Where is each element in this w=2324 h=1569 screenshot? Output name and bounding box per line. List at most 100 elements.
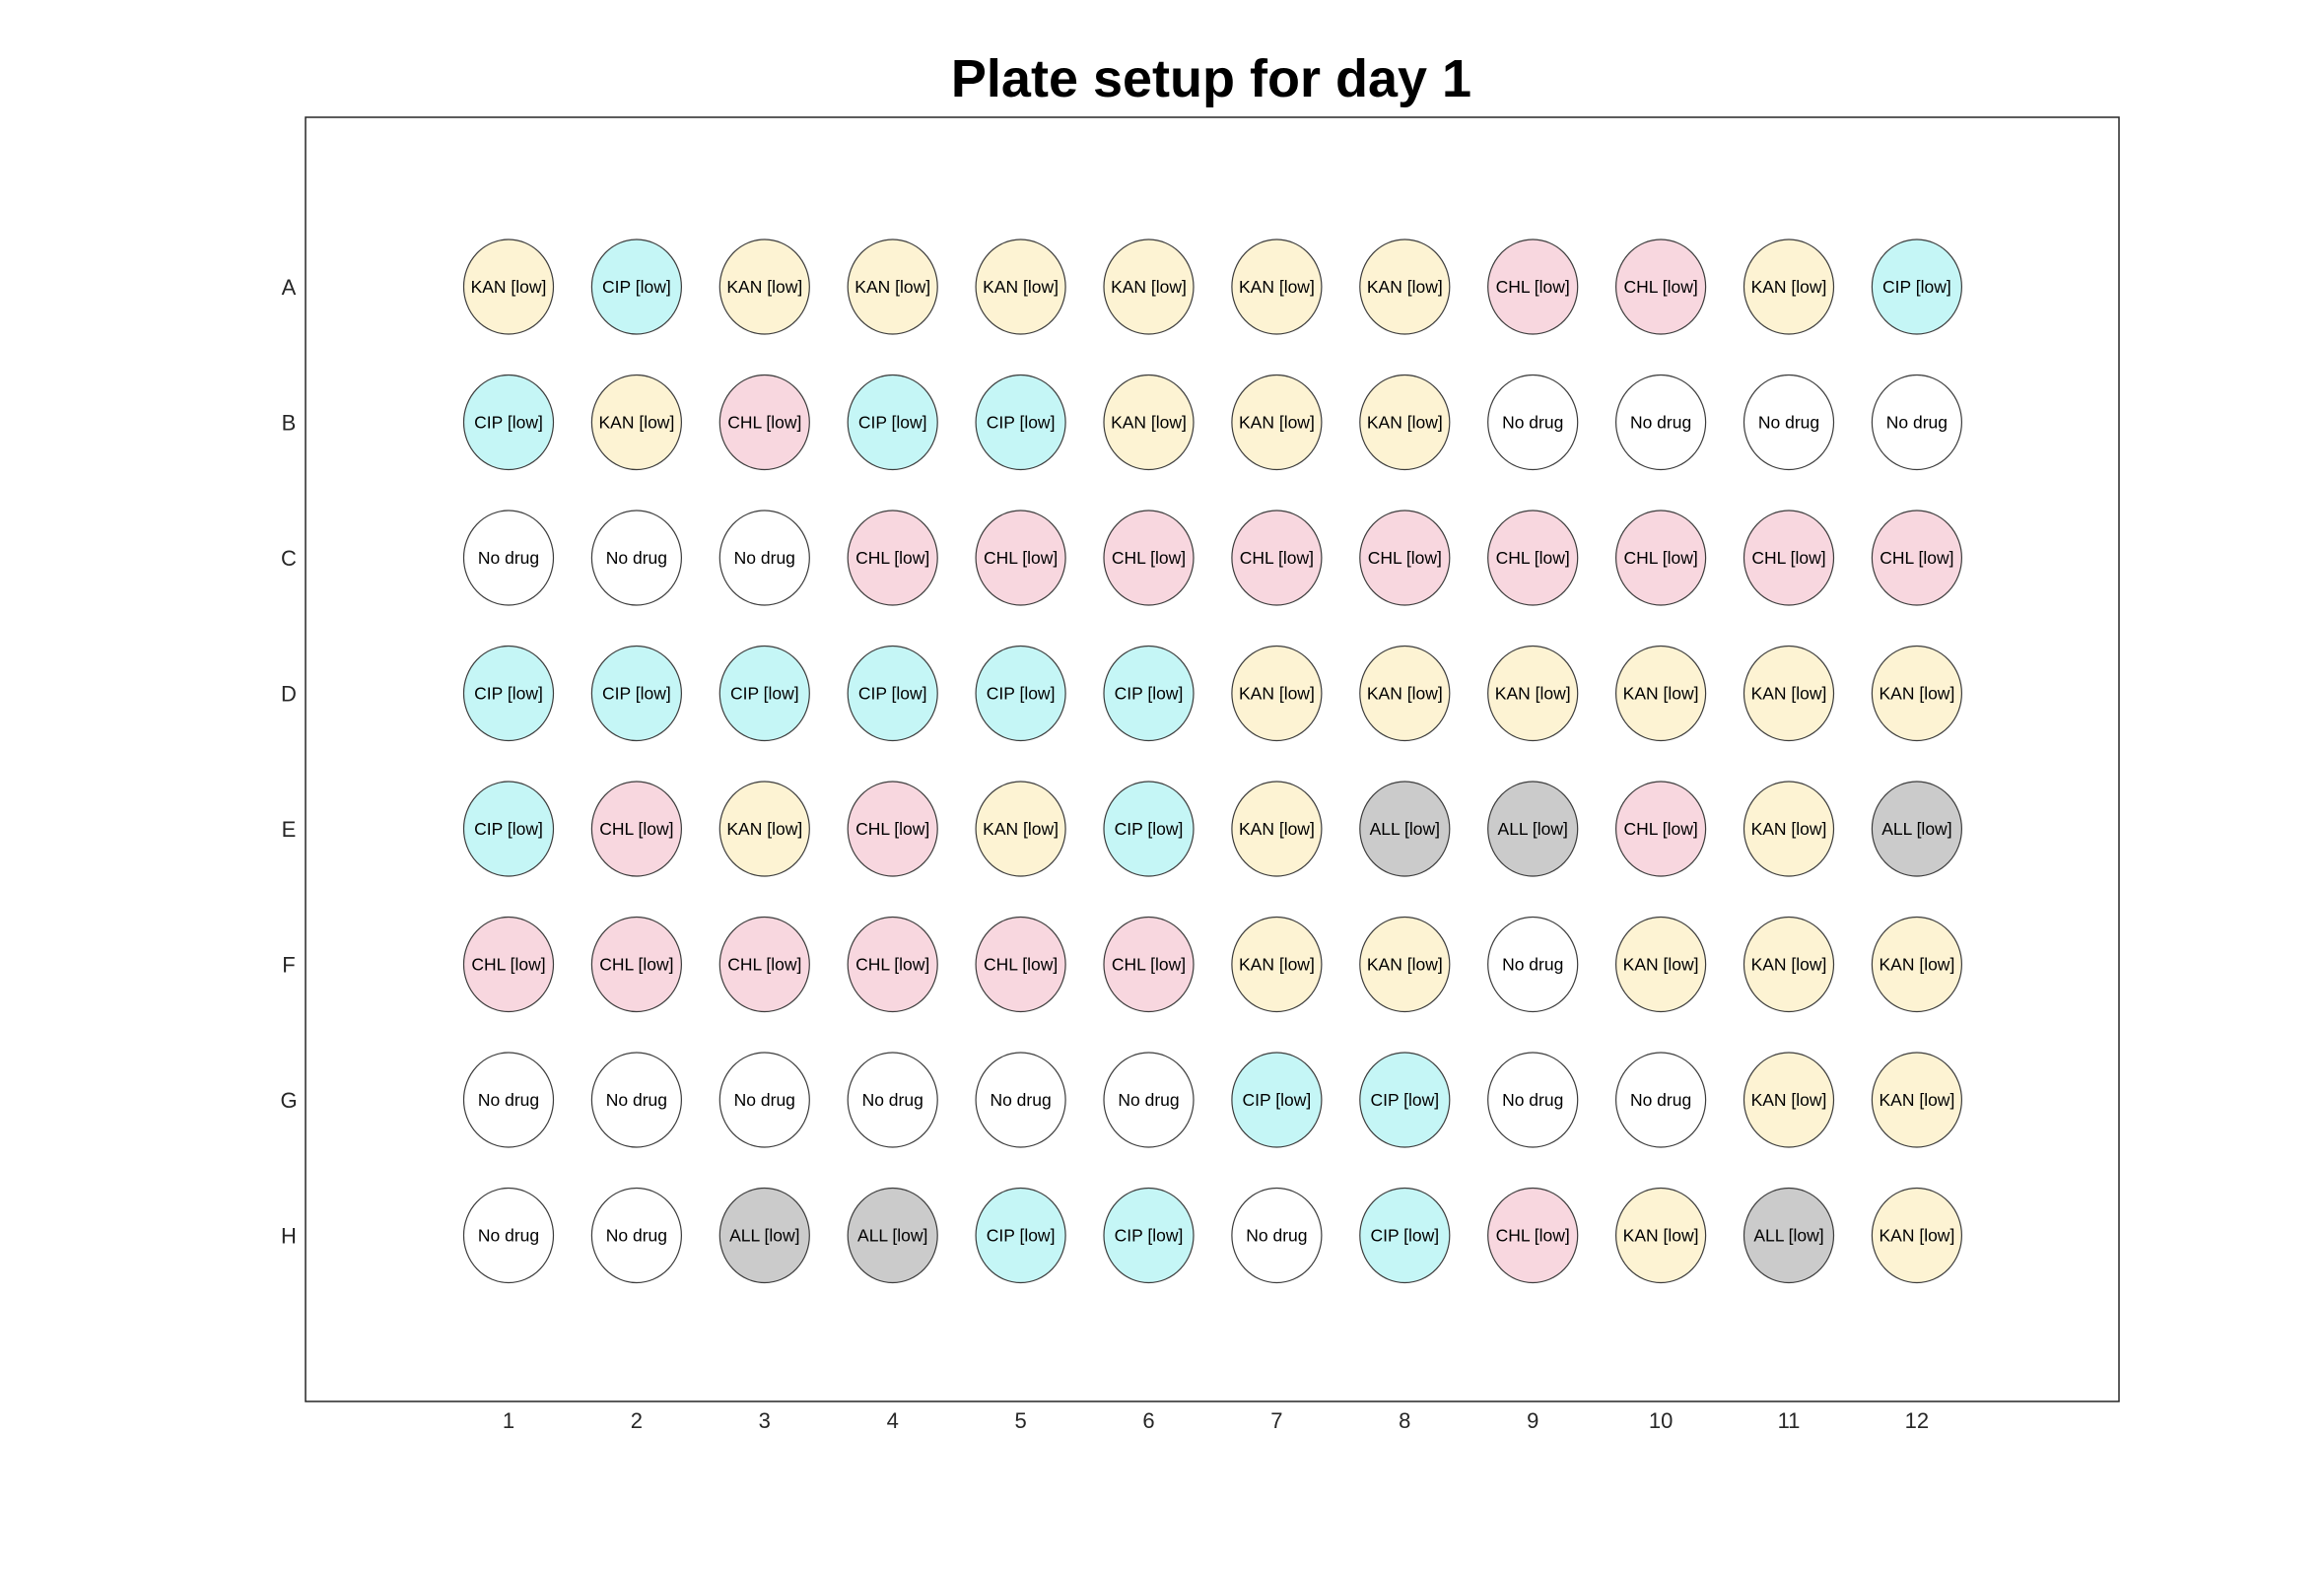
well-label-c9: CHL [low] [1496, 548, 1570, 568]
column-label-11: 11 [1778, 1408, 1801, 1433]
well-label-d1: CIP [low] [474, 684, 543, 704]
well-a1: KAN [low] [462, 239, 555, 335]
well-label-g7: CIP [low] [1243, 1090, 1312, 1110]
well-d7: KAN [low] [1231, 645, 1323, 742]
well-b11: No drug [1743, 374, 1835, 471]
well-g4: No drug [847, 1052, 938, 1148]
well-f7: KAN [low] [1231, 916, 1323, 1013]
well-circle-g1 [462, 1052, 555, 1148]
well-label-e1: CIP [low] [474, 819, 543, 839]
well-label-b7: KAN [low] [1239, 413, 1315, 433]
well-circle-b9 [1487, 374, 1579, 471]
well-label-d7: KAN [low] [1239, 684, 1315, 704]
well-circle-c7 [1231, 510, 1323, 606]
well-circle-a3 [718, 239, 810, 335]
well-circle-a12 [1871, 239, 1963, 335]
well-circle-d5 [975, 645, 1066, 742]
well-circle-d6 [1103, 645, 1195, 742]
well-label-d2: CIP [low] [602, 684, 671, 704]
well-circle-b5 [975, 374, 1066, 471]
well-f4: CHL [low] [847, 916, 938, 1013]
well-label-h5: CIP [low] [987, 1226, 1056, 1246]
well-circle-c1 [462, 510, 555, 606]
well-label-a6: KAN [low] [1111, 277, 1187, 297]
well-label-h11: ALL [low] [1753, 1226, 1823, 1246]
well-circle-g6 [1103, 1052, 1195, 1148]
well-f5: CHL [low] [975, 916, 1066, 1013]
well-circle-c2 [590, 510, 683, 606]
well-label-c6: CHL [low] [1112, 548, 1186, 568]
well-label-f11: KAN [low] [1751, 955, 1827, 975]
well-label-a11: KAN [low] [1751, 277, 1827, 297]
well-g6: No drug [1103, 1052, 1195, 1148]
well-label-e11: KAN [low] [1751, 819, 1827, 839]
row-label-c: C [281, 546, 297, 571]
well-e4: CHL [low] [847, 781, 938, 877]
well-label-f6: CHL [low] [1112, 955, 1186, 975]
well-circle-a10 [1614, 239, 1707, 335]
well-circle-b3 [718, 374, 810, 471]
well-a12: CIP [low] [1871, 239, 1963, 335]
well-label-d12: KAN [low] [1879, 684, 1954, 704]
well-label-e5: KAN [low] [983, 819, 1059, 839]
well-circle-h11 [1743, 1187, 1835, 1284]
well-e2: CHL [low] [590, 781, 683, 877]
well-circle-h9 [1487, 1187, 1579, 1284]
well-label-g1: No drug [478, 1090, 539, 1110]
well-circle-g9 [1487, 1052, 1579, 1148]
well-label-a9: CHL [low] [1496, 277, 1570, 297]
well-d12: KAN [low] [1871, 645, 1963, 742]
well-h4: ALL [low] [847, 1187, 938, 1284]
well-label-c10: CHL [low] [1623, 548, 1697, 568]
plate-frame [305, 116, 2120, 1402]
column-label-6: 6 [1142, 1408, 1154, 1433]
well-label-g6: No drug [1118, 1090, 1179, 1110]
well-label-c2: No drug [606, 548, 667, 568]
well-g11: KAN [low] [1743, 1052, 1835, 1148]
well-f3: CHL [low] [718, 916, 810, 1013]
column-label-5: 5 [1014, 1408, 1026, 1433]
well-circle-f2 [590, 916, 683, 1013]
well-label-g8: CIP [low] [1370, 1090, 1439, 1110]
well-label-d3: CIP [low] [730, 684, 799, 704]
well-circle-e1 [462, 781, 555, 877]
well-label-a12: CIP [low] [1882, 277, 1951, 297]
well-circle-f5 [975, 916, 1066, 1013]
well-circle-b2 [590, 374, 683, 471]
well-f9: No drug [1487, 916, 1579, 1013]
well-circle-a1 [462, 239, 555, 335]
well-label-e4: CHL [low] [855, 819, 929, 839]
well-label-b4: CIP [low] [858, 413, 927, 433]
well-label-h10: KAN [low] [1623, 1226, 1699, 1246]
row-label-g: G [280, 1088, 297, 1113]
well-label-c4: CHL [low] [855, 548, 929, 568]
well-b1: CIP [low] [462, 374, 555, 471]
well-circle-a5 [975, 239, 1066, 335]
well-label-b8: KAN [low] [1367, 413, 1443, 433]
well-circle-g12 [1871, 1052, 1963, 1148]
well-label-c5: CHL [low] [984, 548, 1058, 568]
well-circle-e9 [1487, 781, 1579, 877]
well-c7: CHL [low] [1231, 510, 1323, 606]
well-circle-h12 [1871, 1187, 1963, 1284]
well-label-c11: CHL [low] [1751, 548, 1825, 568]
well-label-e7: KAN [low] [1239, 819, 1315, 839]
well-circle-d11 [1743, 645, 1835, 742]
well-circle-c4 [847, 510, 938, 606]
column-label-1: 1 [503, 1408, 514, 1433]
well-label-a1: KAN [low] [471, 277, 547, 297]
well-label-h2: No drug [606, 1226, 667, 1246]
well-d5: CIP [low] [975, 645, 1066, 742]
well-label-f1: CHL [low] [471, 955, 545, 975]
well-label-g9: No drug [1502, 1090, 1563, 1110]
row-label-e: E [282, 817, 297, 842]
well-circle-d7 [1231, 645, 1323, 742]
well-d10: KAN [low] [1614, 645, 1707, 742]
well-c12: CHL [low] [1871, 510, 1963, 606]
well-h2: No drug [590, 1187, 683, 1284]
well-circle-c11 [1743, 510, 1835, 606]
well-circle-e4 [847, 781, 938, 877]
well-c4: CHL [low] [847, 510, 938, 606]
well-c6: CHL [low] [1103, 510, 1195, 606]
